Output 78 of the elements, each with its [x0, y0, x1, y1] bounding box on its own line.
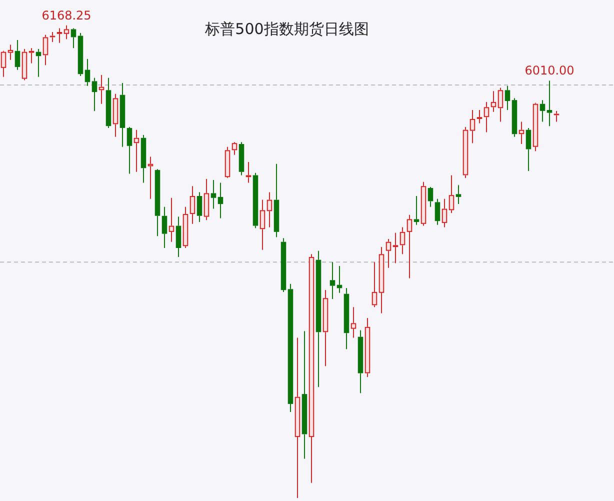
candlestick: [112, 93, 118, 138]
candlestick: [392, 232, 398, 264]
candlestick: [526, 127, 532, 172]
candlestick: [518, 121, 524, 145]
candlestick: [260, 199, 266, 250]
candlestick: [280, 238, 286, 292]
candlestick: [448, 174, 454, 214]
candlestick: [406, 214, 412, 279]
candlestick: [490, 90, 496, 112]
candlestick: [190, 186, 196, 224]
annotation: 6168.25: [42, 8, 92, 22]
candlestick: [238, 142, 244, 176]
candlestick: [56, 28, 62, 44]
candlestick: [162, 206, 168, 248]
candlestick: [364, 317, 370, 378]
candlestick: [546, 80, 552, 127]
candlestick: [470, 109, 476, 144]
candlestick: [84, 58, 90, 86]
candlestick: [330, 262, 336, 300]
candlestick: [246, 161, 252, 184]
candlestick: [532, 102, 538, 152]
candlestick: [120, 82, 126, 148]
candlestick: [476, 109, 482, 124]
candlestick: [414, 196, 420, 226]
candlestick: [176, 216, 182, 258]
candlestick: [378, 246, 384, 314]
candlestick: [350, 306, 356, 338]
candlestick: [288, 283, 294, 412]
candlestick: [98, 74, 104, 104]
candlestick: [8, 44, 14, 60]
candlestick: [462, 126, 468, 179]
candlestick: [266, 192, 272, 228]
candlestick: [224, 146, 230, 179]
candlestick: [456, 184, 462, 205]
candlestick: [322, 290, 328, 367]
candlestick: [28, 48, 34, 64]
candlestick: [302, 330, 308, 460]
candlestick: [540, 100, 546, 122]
candlestick: [294, 337, 300, 498]
candlestick: [134, 129, 140, 172]
candlestick: [372, 262, 378, 308]
candlestick: [420, 181, 426, 226]
candlestick: [308, 254, 314, 484]
chart-title: 标普500指数期货日线图: [204, 20, 369, 38]
candlestick: [442, 198, 448, 228]
candlestick: [148, 156, 154, 200]
candlestick: [316, 250, 322, 388]
candlestick: [512, 98, 518, 138]
candlestick: [36, 48, 42, 78]
candlestick: [358, 330, 364, 394]
candlestick: [428, 186, 434, 208]
candlestick: [92, 77, 98, 112]
candlestick: [70, 28, 76, 49]
candlestick: [154, 168, 160, 237]
candlestick: [78, 32, 84, 76]
candlestick: [344, 288, 350, 350]
candlestick: [274, 163, 280, 238]
candlestick: [484, 101, 490, 133]
candlestick: [504, 85, 510, 110]
candlestick: [14, 40, 20, 70]
candlestick: [204, 178, 210, 221]
candlestick: [50, 32, 56, 42]
candlestick: [168, 197, 174, 242]
candlestick: [434, 198, 440, 226]
candlestick: [140, 134, 146, 184]
candlestick: [0, 50, 6, 78]
candlestick: [218, 182, 224, 219]
candlestick: [386, 238, 392, 268]
candlestick: [106, 77, 112, 128]
annotation: 6010.00: [524, 64, 574, 78]
candlestick: [554, 110, 560, 122]
candlestick: [182, 206, 188, 248]
candlestick: [126, 126, 132, 174]
candlestick: [64, 24, 70, 40]
candlestick: [196, 192, 202, 222]
candlestick: [210, 179, 216, 210]
candlestick: [232, 142, 238, 156]
candlestick: [400, 226, 406, 255]
